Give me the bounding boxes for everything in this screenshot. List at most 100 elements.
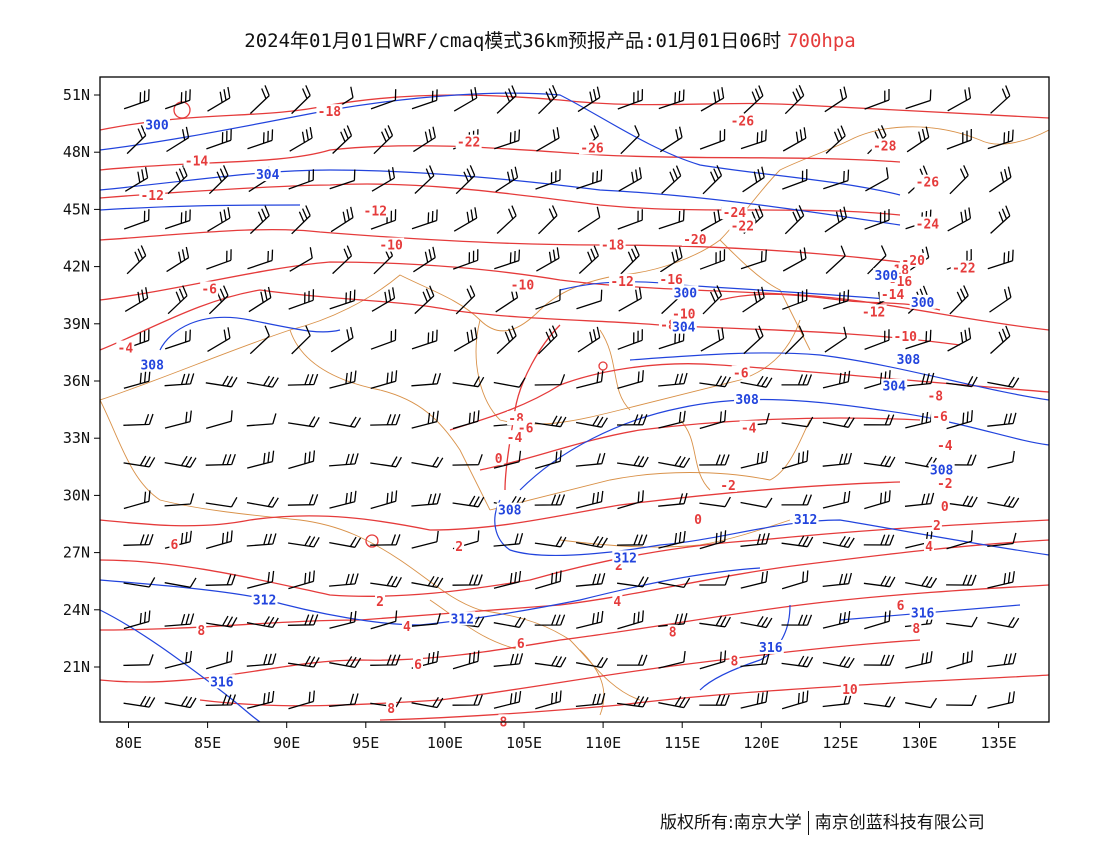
temperature-label: -2 <box>720 479 736 494</box>
temperature-label: -4 <box>118 342 134 357</box>
temperature-label: -10 <box>672 307 696 322</box>
wind-barb <box>781 614 813 626</box>
wind-barb <box>616 534 648 546</box>
temperature-label: 4 <box>925 540 933 555</box>
wind-barb <box>699 375 731 388</box>
wind-barb <box>534 655 567 668</box>
wind-barb <box>699 574 730 586</box>
wind-barb <box>493 616 526 629</box>
temperature-label: -22 <box>457 136 480 151</box>
wind-barb <box>249 205 270 235</box>
wind-barb <box>414 285 435 315</box>
wind-barb <box>413 246 436 273</box>
wind-barb <box>370 89 397 110</box>
wind-barb <box>825 245 846 274</box>
wind-barb <box>370 456 402 468</box>
contour-label-bg <box>498 714 509 729</box>
wind-barb <box>371 287 396 312</box>
wind-barb <box>496 325 517 355</box>
wind-barb <box>617 370 644 390</box>
wind-barb <box>617 654 648 666</box>
wind-barb <box>123 533 154 546</box>
contour-label-bg <box>579 140 606 155</box>
wind-barb <box>496 205 517 234</box>
height-label: 304 <box>672 321 696 336</box>
height-label: 300 <box>145 119 169 134</box>
wind-barb <box>824 326 848 353</box>
wind-barb <box>825 125 846 154</box>
wind-barb <box>164 455 197 468</box>
wind-barb <box>208 285 229 315</box>
wind-barb <box>493 450 522 469</box>
height-label: 308 <box>140 359 164 374</box>
wind-barb <box>575 693 606 708</box>
wind-barb <box>576 289 603 310</box>
wind-barb <box>493 691 522 709</box>
footer: 版权所有:南京大学 南京创蓝科技有限公司 <box>660 808 985 835</box>
wind-barb <box>452 410 480 430</box>
wind-barb <box>411 373 442 387</box>
wind-barb <box>946 128 972 150</box>
temperature-label: -18 <box>601 239 625 254</box>
wind-barb <box>246 533 277 547</box>
wind-barb <box>863 696 896 708</box>
wind-barb <box>123 209 150 230</box>
geopotential-isolines <box>100 92 1049 722</box>
wind-barb <box>781 690 809 710</box>
contour-label-bg <box>892 329 919 344</box>
wind-barb <box>905 651 933 669</box>
contour-label-bg <box>208 674 235 689</box>
wind-barb <box>291 325 311 355</box>
contour-label-bg <box>914 174 941 189</box>
contour-label-bg <box>860 304 887 319</box>
wind-barb <box>864 370 891 390</box>
wind-barb <box>740 616 773 629</box>
contour-label-bg <box>721 205 748 220</box>
wind-barb <box>617 490 644 510</box>
wind-barb <box>208 165 229 195</box>
wind-barb <box>576 490 604 509</box>
contour-label-bg <box>693 512 704 527</box>
wind-barb <box>373 125 394 155</box>
contour-label-bg <box>200 281 219 296</box>
wind-barb <box>946 410 973 430</box>
wind-barb <box>247 690 275 709</box>
wind-barb <box>658 329 685 350</box>
wind-barb <box>987 652 1017 668</box>
wind-barb <box>291 85 311 115</box>
wind-barb <box>249 85 270 114</box>
wind-barb <box>904 372 935 387</box>
wind-barb <box>740 497 773 508</box>
wind-barb <box>538 85 558 115</box>
contour-label-bg <box>719 477 738 492</box>
wind-barb <box>205 375 238 388</box>
wind-barb <box>167 285 188 315</box>
wind-barb <box>702 285 723 315</box>
wind-barb <box>411 89 438 110</box>
wind-barb <box>536 127 560 152</box>
wind-barb <box>164 493 195 507</box>
temperature-label: 4 <box>403 620 411 635</box>
wind-barb <box>617 89 644 110</box>
wind-barb <box>332 245 353 275</box>
temperature-label: -10 <box>511 279 535 294</box>
wind-barb <box>742 286 765 313</box>
wind-barb <box>205 615 238 628</box>
wind-barb <box>904 492 935 507</box>
wind-barb <box>987 616 1020 629</box>
wind-barb <box>946 650 973 670</box>
wind-barb <box>289 126 313 152</box>
contour-label-bg <box>873 268 900 283</box>
wind-barb <box>578 245 600 274</box>
wind-barb <box>330 206 354 233</box>
wind-barb <box>575 656 608 669</box>
wind-barb <box>700 87 725 112</box>
contour-label-bg <box>139 188 166 203</box>
contour-label-bg <box>183 153 210 168</box>
wind-barb <box>699 694 730 706</box>
wind-barb <box>126 245 147 275</box>
temperature-label: -12 <box>140 189 163 204</box>
wind-barb <box>576 370 604 389</box>
wind-barb <box>865 167 889 192</box>
wind-barb <box>987 376 1020 388</box>
